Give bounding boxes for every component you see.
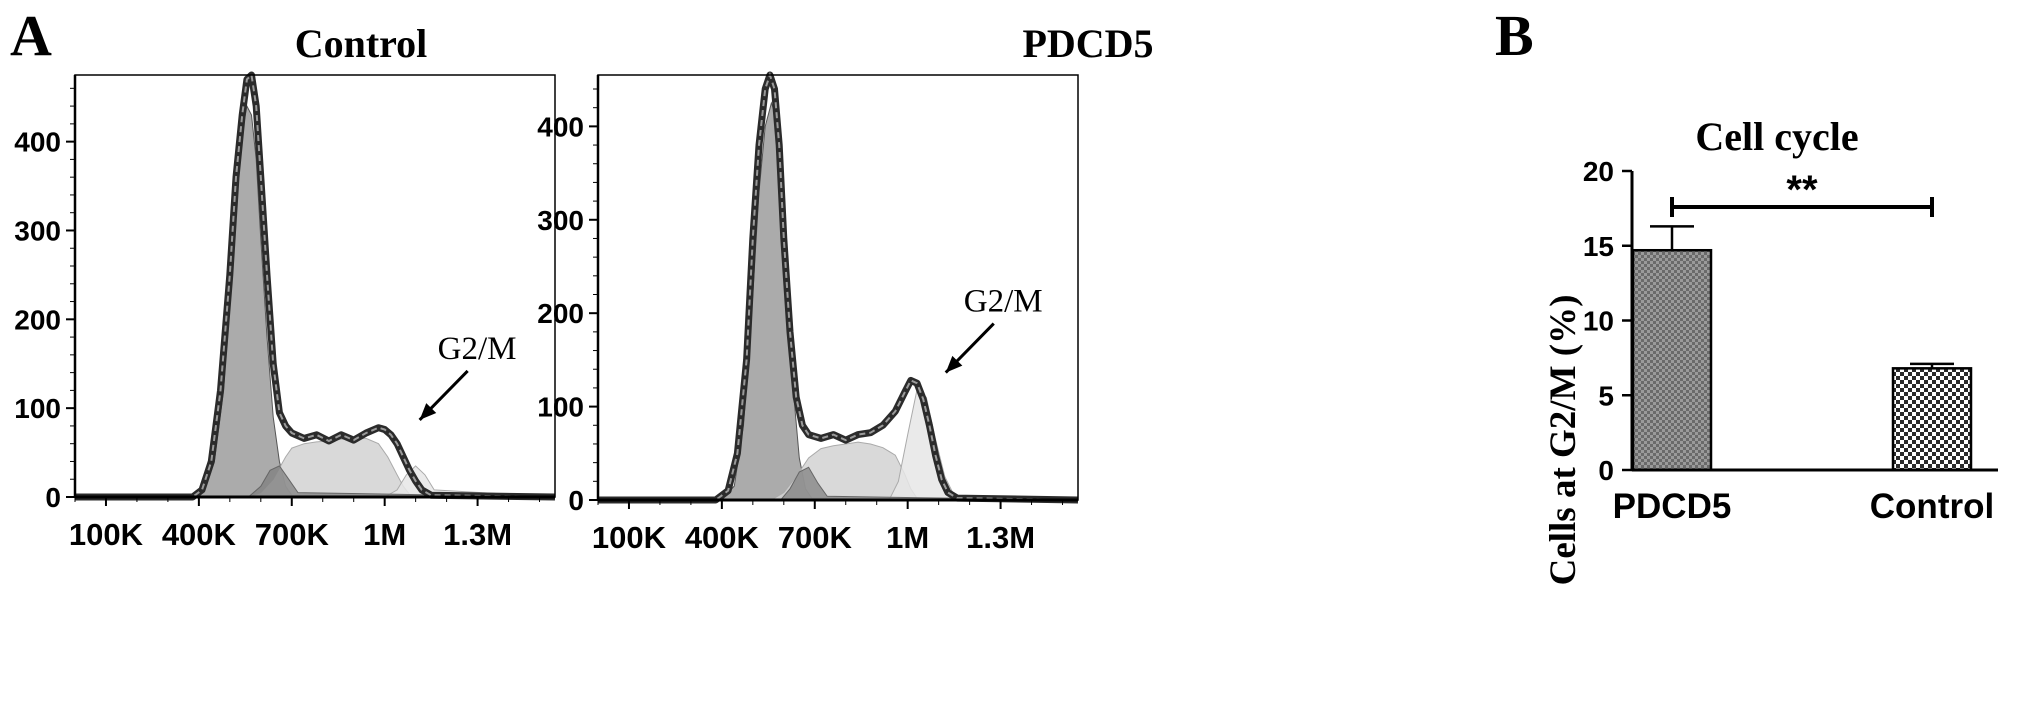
y-tick-label: 300 xyxy=(14,215,61,246)
g2m-arrow-head xyxy=(419,403,437,420)
g2m-annotation-label: G2/M xyxy=(438,331,517,367)
y-tick-label: 100 xyxy=(537,392,584,423)
bar-y-tick-label: 15 xyxy=(1583,231,1614,262)
histogram-component-area xyxy=(75,437,556,498)
bar-chart-y-label: Cells at G2/M (%) xyxy=(1543,295,1584,586)
histogram-control-title: Control xyxy=(295,21,428,66)
y-tick-label: 100 xyxy=(14,393,61,424)
x-tick-label: 700K xyxy=(778,520,853,555)
g2m-annotation-label: G2/M xyxy=(964,284,1043,320)
y-tick-label: 0 xyxy=(45,482,61,513)
histogram-pdcd5-title: PDCD5 xyxy=(1022,21,1153,66)
y-tick-label: 200 xyxy=(14,304,61,335)
x-tick-label: 1M xyxy=(363,517,406,552)
x-tick-label: 700K xyxy=(255,517,330,552)
histogram-total-curve-inner xyxy=(75,72,556,498)
x-tick-label: 400K xyxy=(685,520,760,555)
panel-letter-a: A xyxy=(10,3,52,68)
x-tick-label: 1.3M xyxy=(966,520,1035,555)
panel-letter-b: B xyxy=(1495,3,1534,68)
category-label: PDCD5 xyxy=(1613,487,1732,526)
g2m-arrow-head xyxy=(945,355,963,373)
x-tick-label: 1.3M xyxy=(443,517,512,552)
y-tick-label: 200 xyxy=(537,298,584,329)
bar-y-tick-label: 20 xyxy=(1583,156,1614,187)
histogram-total-curve-inner xyxy=(598,71,1079,501)
y-tick-label: 400 xyxy=(14,127,61,158)
histogram-component-area xyxy=(598,441,1079,501)
x-tick-label: 1M xyxy=(886,520,929,555)
x-tick-label: 400K xyxy=(162,517,237,552)
category-label: Control xyxy=(1870,487,1994,526)
x-tick-label: 100K xyxy=(69,517,144,552)
histogram-pdcd5: PDCD5 0 100 200 300 400 100K 400K 700K 1M 1.3M G2… xyxy=(537,21,1153,555)
bar-chart-title: Cell cycle xyxy=(1695,114,1858,159)
histogram-total-curve xyxy=(75,71,556,501)
bar-pdcd5 xyxy=(1631,248,1713,472)
y-tick-label: 300 xyxy=(537,205,584,236)
y-tick-label: 0 xyxy=(568,485,584,516)
significance-stars: ** xyxy=(1786,168,1818,212)
bar-control xyxy=(1891,367,1973,472)
x-tick-label: 100K xyxy=(592,520,667,555)
bar-y-tick-label: 5 xyxy=(1598,380,1614,411)
bar-y-tick-label: 10 xyxy=(1583,306,1614,337)
bar-chart-cell-cycle: Cell cycle Cells at G2/M (%) PDCD5 Contro… xyxy=(1543,114,1998,585)
bar-y-tick-label: 0 xyxy=(1598,455,1614,486)
y-tick-label: 400 xyxy=(537,111,584,142)
